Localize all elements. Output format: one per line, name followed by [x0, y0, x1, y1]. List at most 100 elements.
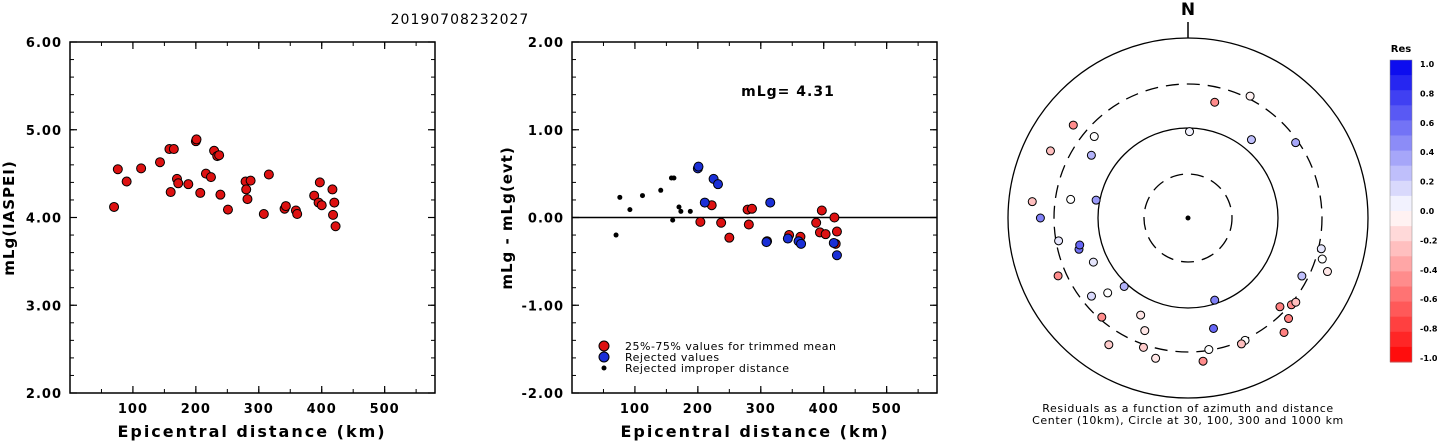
plot1-x-axis-label: Epicentral distance (km)	[117, 422, 386, 441]
x-tick-label: 200	[181, 402, 211, 417]
data-point	[154, 157, 165, 168]
data-point	[811, 217, 822, 228]
colorbar-label: 0.2	[1420, 178, 1434, 187]
data-point	[292, 208, 303, 219]
colorbar-title: Res	[1391, 44, 1411, 55]
station-point	[1086, 291, 1096, 301]
ring-300km	[1053, 83, 1323, 353]
colorbar-label: -1.0	[1420, 354, 1437, 363]
data-point	[746, 203, 757, 214]
colorbar-cell	[1390, 135, 1412, 152]
data-point	[136, 163, 147, 174]
y-tick-label: 2.00	[528, 36, 564, 51]
x-tick-label: 100	[620, 402, 650, 417]
colorbar-cell	[1390, 226, 1412, 242]
plot2-legend: 25%-75% values for trimmed mean Rejected…	[598, 340, 836, 375]
station-point	[1236, 339, 1246, 349]
station-point	[1140, 326, 1150, 336]
data-point	[222, 204, 233, 215]
y-tick-label: 4.00	[26, 212, 62, 227]
data-point	[121, 176, 132, 187]
data-point	[687, 208, 693, 214]
y-tick-label: 6.00	[26, 36, 62, 51]
x-tick-label: 500	[370, 402, 400, 417]
data-point	[743, 219, 754, 230]
data-point	[658, 187, 664, 193]
colorbar-cell	[1390, 346, 1412, 363]
data-point	[173, 178, 184, 189]
data-point	[829, 212, 840, 223]
station-point	[1103, 288, 1113, 298]
data-point	[713, 179, 723, 190]
data-point	[693, 161, 704, 172]
plot1-x-ticks: 100 200 300 400 500	[100, 42, 417, 417]
station-point	[1119, 281, 1129, 291]
station-point	[1136, 310, 1146, 320]
data-point	[627, 207, 633, 213]
data-point	[328, 209, 339, 220]
magnitude-annotation: mLg= 4.31	[741, 84, 835, 100]
plot1-y-axis-label: mLg(IASPEI)	[0, 160, 18, 275]
data-point	[828, 237, 839, 248]
colorbar-cell	[1390, 256, 1412, 272]
x-tick-label: 400	[809, 402, 839, 417]
station-point	[1297, 271, 1307, 281]
station-point	[1246, 135, 1256, 145]
data-point	[613, 232, 619, 238]
colorbar-cell	[1390, 180, 1412, 197]
station-point	[1091, 195, 1101, 205]
station-point	[1035, 213, 1045, 223]
station-point	[1027, 197, 1037, 207]
plot2-y-ticks: -2.00 -1.00 0.00 1.00 2.00	[522, 36, 937, 402]
colorbar-outline	[1389, 59, 1413, 363]
data-point	[215, 189, 226, 200]
data-point	[670, 217, 676, 223]
figure-title: 20190708232027	[391, 12, 530, 28]
colorbar-label: 0.4	[1420, 148, 1435, 157]
station-point	[1068, 120, 1078, 130]
y-tick-label: 3.00	[26, 299, 62, 314]
colorbar-cell	[1390, 195, 1412, 212]
station-point	[1151, 353, 1161, 363]
y-tick-label: 2.00	[26, 387, 62, 402]
station-point	[1138, 342, 1148, 352]
x-tick-label: 500	[872, 402, 902, 417]
station-point	[1291, 138, 1301, 148]
legend-label-improper-distance: Rejected improper distance	[625, 362, 790, 375]
data-point	[695, 216, 706, 227]
station-point	[1198, 356, 1208, 366]
data-point	[724, 232, 735, 243]
colorbar-cell	[1390, 301, 1412, 318]
y-tick-label: -1.00	[522, 299, 564, 314]
x-tick-label: 400	[307, 402, 337, 417]
data-point	[716, 217, 727, 228]
plot2-y-axis-label: mLg - mLg(evt)	[498, 146, 516, 289]
colorbar-cell	[1390, 105, 1412, 121]
station-point	[1322, 267, 1332, 277]
colorbar-cell	[1390, 90, 1412, 106]
data-point	[258, 208, 269, 219]
data-point	[671, 175, 677, 181]
colorbar-cell	[1390, 60, 1412, 76]
data-point	[831, 226, 842, 237]
station-point	[1054, 236, 1064, 246]
y-tick-label: -2.00	[522, 387, 564, 402]
x-tick-label: 100	[118, 402, 148, 417]
station-point	[1088, 257, 1098, 267]
data-point	[639, 193, 645, 199]
station-point	[1284, 314, 1294, 324]
data-point	[168, 144, 179, 155]
plot2-points	[613, 161, 842, 261]
station-point	[1104, 340, 1114, 350]
station-point	[1075, 240, 1085, 250]
colorbar-label: -0.2	[1420, 236, 1437, 245]
colorbar-label: -0.8	[1420, 325, 1437, 334]
plot1-y-ticks: 2.00 3.00 4.00 5.00 6.00	[26, 36, 435, 402]
station-point	[1275, 302, 1285, 312]
data-point	[816, 205, 827, 216]
station-point	[1204, 345, 1214, 355]
colorbar-labels: 1.0 0.8 0.6 0.4 0.2 0.0 -0.2 -0.4 -0.6 -0.8 -1.0	[1420, 60, 1437, 363]
legend-marker-trimmed	[598, 340, 610, 352]
station-point	[1045, 146, 1055, 156]
